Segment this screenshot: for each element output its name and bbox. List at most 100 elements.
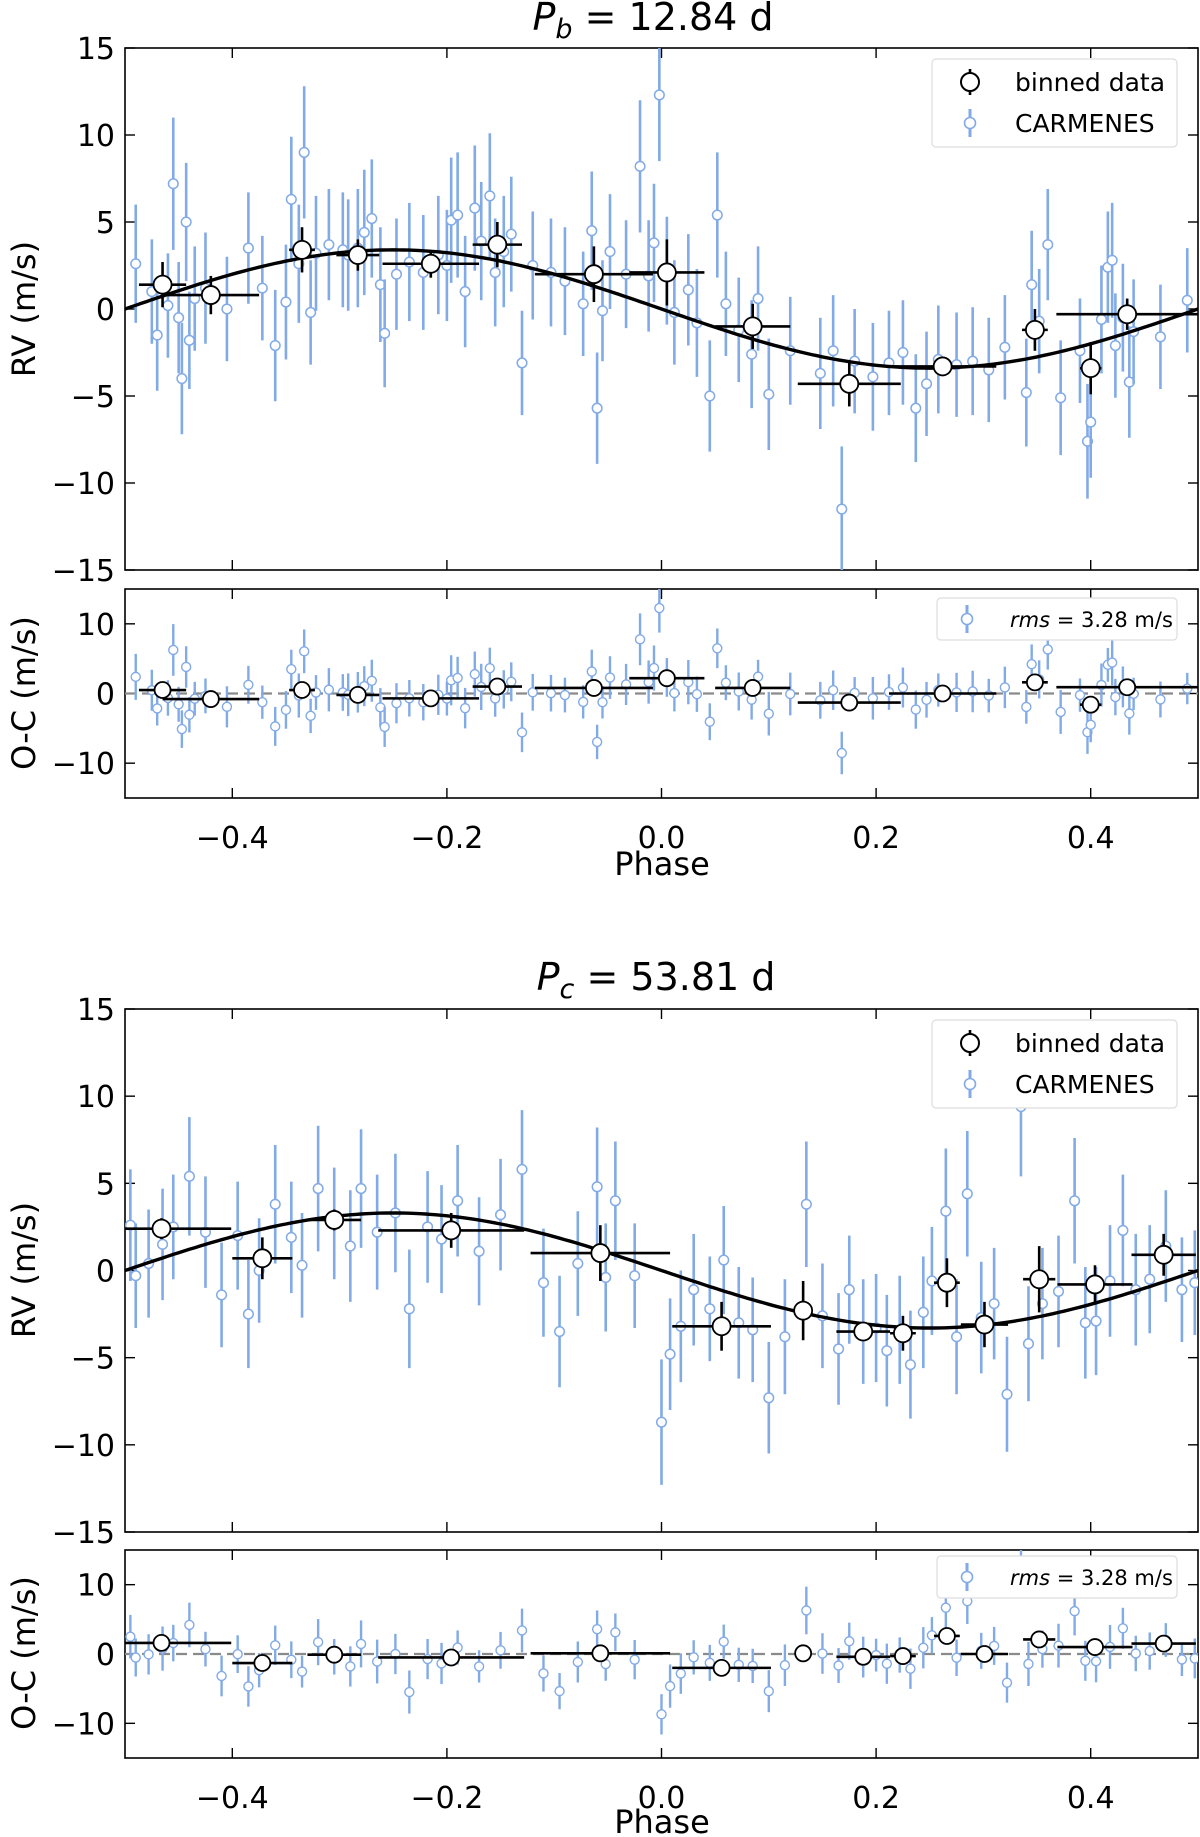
panel-b-oc-carmenes-point [484, 663, 496, 674]
panel-c-carmenes-point [572, 1257, 584, 1270]
panel-b-carmenes-point [366, 212, 378, 225]
panel-c-binned-point [853, 1321, 874, 1342]
panel-b-rv-ytick-label: 0 [96, 293, 115, 328]
panel-c-carmenes-point [988, 1298, 1000, 1310]
panel-b-carmenes-point [720, 298, 732, 310]
panel-b-carmenes-point [469, 202, 481, 214]
panel-c-carmenes-point [800, 1198, 812, 1210]
panel-b-carmenes-point [298, 146, 310, 158]
panel-b-oc-binned-point [348, 685, 367, 704]
panel-b-carmenes-point [489, 266, 501, 279]
panel-c-carmenes-point [344, 1240, 356, 1252]
panel-c-oc-carmenes-point [988, 1640, 1000, 1652]
panel-b-oc-carmenes-point [527, 687, 538, 698]
panel-c-xtick-label: 0.0 [638, 1781, 686, 1816]
panel-c-carmenes-point [296, 1259, 308, 1271]
panel-c-carmenes-point [688, 1284, 700, 1296]
panel-b-rv-ytick-label: −10 [52, 467, 115, 502]
panel-c-binned-point [1029, 1269, 1050, 1290]
panel-c-binned-point [441, 1220, 462, 1241]
panel-b-carmenes-point [634, 160, 646, 172]
panel-b-oc-carmenes-point [130, 671, 141, 683]
panel-b-binned-point [1080, 358, 1101, 379]
panel-c-oc-carmenes-point [779, 1660, 791, 1671]
panel-c-carmenes-point [917, 1306, 929, 1318]
panel-c-oc-carmenes-point [1117, 1623, 1129, 1634]
panel-c-legend-binned-marker [960, 1033, 980, 1053]
panel-b-oc-binned-point [585, 679, 603, 697]
panel-b-oc-carmenes-point [151, 703, 163, 714]
panel-c-xtick-label: 0.2 [852, 1781, 900, 1816]
panel-b-carmenes-point [999, 341, 1011, 353]
panel-c-binned-point [893, 1323, 913, 1344]
panel-c-carmenes-point [1144, 1273, 1156, 1285]
panel-b-binned-point [932, 356, 953, 377]
panel-b-oc-carmenes-point [910, 704, 922, 715]
panel-b-oc-carmenes-point [176, 723, 188, 735]
panel-c-oc-carmenes-point [554, 1685, 565, 1697]
panel-b-carmenes-point [176, 373, 188, 385]
panel-b-legend-binned-marker [960, 72, 980, 92]
panel-c-carmenes-point [355, 1183, 367, 1195]
panel-b-oc-carmenes-point [452, 672, 463, 684]
panel-c-rv-ytick-label: 10 [77, 1080, 115, 1115]
panel-c-oc-carmenes-point [1176, 1654, 1188, 1665]
panel-b-rv-ytick-label: 15 [77, 32, 115, 67]
panel-b-oc-ytick-label: 10 [77, 608, 115, 643]
panel-b-oc-carmenes-point [379, 721, 390, 733]
panel-b-carmenes-point [591, 402, 603, 414]
panel-c-oc-ytick-label: 0 [96, 1638, 115, 1673]
panel-c-title: Pc = 53.81 d [537, 955, 776, 1005]
panel-b-carmenes-point [897, 346, 909, 359]
panel-c-title-variable: P [537, 955, 560, 999]
panel-c-oc-carmenes-point [125, 1631, 136, 1642]
panel-b-oc-carmenes-point [1026, 658, 1037, 670]
panel-c-rv-ytick-label: 0 [96, 1255, 115, 1290]
panel-b-carmenes-point [1042, 239, 1054, 251]
panel-c-carmenes-point [371, 1226, 383, 1238]
panel-c-oc-carmenes-point [296, 1666, 308, 1677]
panel-b-title-variable: P [532, 0, 555, 39]
panel-b-oc-binned-point [743, 679, 762, 697]
panel-b-oc-carmenes-point [591, 736, 603, 748]
panel-c-carmenes-point [554, 1325, 566, 1338]
panel-b-carmenes-point [836, 503, 848, 515]
panel-c-oc-carmenes-point [763, 1685, 774, 1697]
panel-b-oc-carmenes-point [221, 701, 233, 713]
panel-b-oc-carmenes-point [634, 634, 646, 645]
panel-c-rv-ylabel: RV (m/s) [5, 1202, 43, 1338]
panel-b-oc-carmenes-point [506, 676, 517, 687]
panel-c-rms-label: rms = 3.28 m/s [1010, 1566, 1173, 1590]
panel-b-oc-carmenes-point [286, 664, 297, 675]
panel-b-oc-carmenes-point [827, 685, 839, 696]
panel-b-oc-carmenes-point [691, 688, 703, 700]
panel-c-carmenes-point [629, 1270, 641, 1282]
panel-b-carmenes-point [130, 258, 142, 270]
panel-c-title-subscript: c [560, 974, 575, 1005]
panel-b-oc-carmenes-point [1074, 689, 1086, 701]
panel-c-oc-binned-point [253, 1654, 272, 1672]
panel-c-oc-binned-point [794, 1644, 813, 1663]
panel-b-carmenes-point [1154, 331, 1166, 343]
panel-b-carmenes-point [379, 327, 391, 339]
panel-b-oc-carmenes-point [168, 644, 179, 656]
panel-c-carmenes-point [881, 1345, 893, 1357]
panel-b-carmenes-point [516, 357, 528, 369]
panel-b-carmenes-point [269, 339, 281, 352]
panel-b-binned-point [1025, 319, 1045, 340]
panel-b-oc-binned-point [153, 681, 172, 699]
panel-b-binned-point [347, 245, 368, 265]
panel-c-oc-carmenes-point [1080, 1655, 1091, 1666]
panel-b-carmenes-point [920, 378, 933, 390]
panel-c-legend-binned-label: binned data [1015, 1029, 1165, 1058]
panel-c-legend-carmenes-label: CARMENES [1015, 1070, 1155, 1099]
panel-c-carmenes-point [961, 1188, 973, 1200]
panel-b-rv-data [125, 48, 1198, 570]
panel-b-carmenes-point [403, 256, 415, 268]
panel-c-binned-point [1153, 1244, 1174, 1265]
panel-b-rv-plot: −15 −10 −5 0 5 10 15 [52, 32, 1199, 589]
panel-c-binned-point [793, 1300, 814, 1321]
panel-b-oc-carmenes-point [459, 702, 471, 714]
panel-c-binned-point [937, 1272, 957, 1293]
